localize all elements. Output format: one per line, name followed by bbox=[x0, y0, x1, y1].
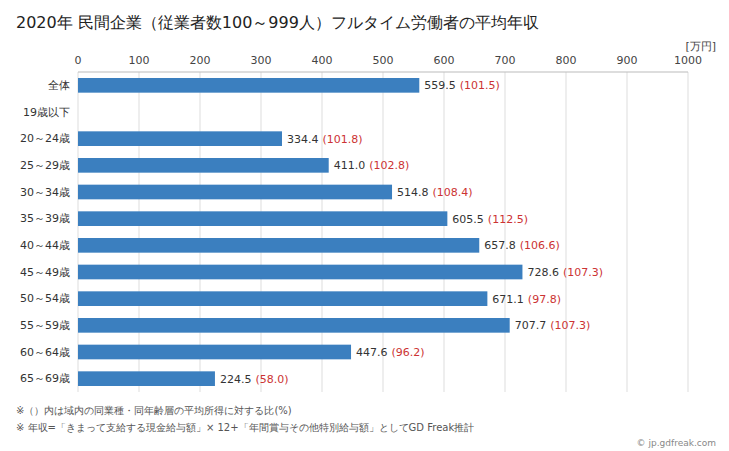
y-tick-label: 50～54歳 bbox=[20, 292, 70, 305]
y-tick-label: 40～44歳 bbox=[20, 239, 70, 252]
y-tick-label: 19歳以下 bbox=[23, 106, 70, 119]
grid-line bbox=[139, 72, 140, 392]
y-tick-label: 20～24歳 bbox=[20, 132, 70, 145]
bar bbox=[78, 238, 479, 253]
grid-line bbox=[688, 72, 689, 392]
grid-line bbox=[505, 72, 506, 392]
bar-label: 447.6 (96.2) bbox=[356, 346, 425, 359]
bar-label: 411.0(102.8) bbox=[334, 159, 410, 172]
chart: 2020年 民間企業（従業者数100～999人）フルタイム労働者の平均年収 [万円… bbox=[0, 0, 729, 451]
bar-label: 657.8 (106.6) bbox=[484, 239, 560, 252]
ratio-label: (97.8) bbox=[528, 292, 561, 305]
bar bbox=[78, 291, 487, 306]
ratio-label: (101.8) bbox=[322, 132, 362, 145]
value-label: 707.7 bbox=[515, 319, 547, 332]
note: ※ 年収=「きまって支給する現金給与額」× 12+「年間賞与その他特別給与額」と… bbox=[16, 422, 474, 433]
x-tick-label: 700 bbox=[495, 54, 516, 67]
bar-label: 224.5(58.0) bbox=[220, 372, 289, 385]
ratio-label: (58.0) bbox=[255, 372, 288, 385]
value-label: 334.4 bbox=[287, 132, 319, 145]
x-tick-label: 1000 bbox=[674, 54, 702, 67]
bar bbox=[78, 105, 79, 120]
value-label: 447.6 bbox=[356, 346, 388, 359]
value-label: 671.1 bbox=[492, 292, 523, 305]
value-label: 224.5 bbox=[220, 372, 252, 385]
background bbox=[0, 0, 729, 451]
grid-line bbox=[444, 72, 445, 392]
x-tick-label: 200 bbox=[190, 54, 211, 67]
bar-label: 514.8 (108.4) bbox=[397, 186, 473, 199]
value-label: 728.6 bbox=[527, 266, 559, 279]
grid-line bbox=[627, 72, 628, 392]
bar bbox=[78, 265, 522, 280]
x-tick-label: 400 bbox=[312, 54, 333, 67]
x-tick-label: 600 bbox=[434, 54, 455, 67]
bar bbox=[78, 158, 329, 173]
bar-label: 605.5 (112.5) bbox=[452, 212, 528, 225]
y-tick-label: 30～34歳 bbox=[20, 186, 70, 199]
ratio-label: (107.3) bbox=[550, 319, 590, 332]
x-tick-label: 300 bbox=[251, 54, 272, 67]
x-axis-line bbox=[78, 72, 688, 73]
grid-line bbox=[383, 72, 384, 392]
bar-label: 559.5 (101.5) bbox=[424, 79, 500, 92]
grid bbox=[78, 72, 688, 392]
ratio-label: (96.2) bbox=[392, 346, 425, 359]
watermark: © jp.gdfreak.com bbox=[637, 438, 716, 448]
bar bbox=[78, 131, 282, 146]
bar-label: 671.1 (97.8) bbox=[492, 292, 561, 305]
bar-label: 707.7(107.3) bbox=[515, 319, 591, 332]
x-tick-label: 800 bbox=[556, 54, 577, 67]
ratio-label: (108.4) bbox=[433, 186, 473, 199]
y-tick-label: 35～39歳 bbox=[20, 212, 70, 225]
axis-unit-label: [万円] bbox=[685, 40, 716, 53]
x-tick-label: 0 bbox=[75, 54, 82, 67]
grid-line bbox=[322, 72, 323, 392]
value-label: 657.8 bbox=[484, 239, 516, 252]
ratio-label: (112.5) bbox=[488, 212, 528, 225]
bar bbox=[78, 371, 215, 386]
bar bbox=[78, 318, 510, 333]
y-tick-label: 45～49歳 bbox=[20, 266, 70, 279]
title: 2020年 民間企業（従業者数100～999人）フルタイム労働者の平均年収 bbox=[16, 13, 539, 32]
x-tick-label: 900 bbox=[617, 54, 638, 67]
bar bbox=[78, 345, 351, 360]
ratio-label: (102.8) bbox=[369, 159, 409, 172]
ratio-label: (101.5) bbox=[460, 79, 500, 92]
ratio-label: (106.6) bbox=[520, 239, 560, 252]
data-labels: 559.5 (101.5) 334.4(101.8) 411.0(102.8) 514.… bbox=[220, 79, 603, 385]
x-tick-label: 100 bbox=[129, 54, 150, 67]
y-tick-label: 25～29歳 bbox=[20, 159, 70, 172]
y-tick-label: 60～64歳 bbox=[20, 346, 70, 359]
grid-line bbox=[566, 72, 567, 392]
y-tick-label: 55～59歳 bbox=[20, 319, 70, 332]
y-tick-label: 全体 bbox=[48, 79, 70, 92]
x-tick-label: 500 bbox=[373, 54, 394, 67]
bar-label: 334.4(101.8) bbox=[287, 132, 363, 145]
grid-line bbox=[261, 72, 262, 392]
grid-line bbox=[200, 72, 201, 392]
y-tick-label: 65～69歳 bbox=[20, 372, 70, 385]
value-label: 605.5 bbox=[452, 212, 484, 225]
bars bbox=[78, 78, 522, 386]
value-label: 411.0 bbox=[334, 159, 366, 172]
bar-label: 728.6 (107.3) bbox=[527, 266, 603, 279]
bar bbox=[78, 185, 392, 200]
note: ※（）内は域内の同業種・同年齢層の平均所得に対する比(%) bbox=[16, 405, 292, 416]
bar bbox=[78, 78, 419, 93]
value-label: 559.5 bbox=[424, 79, 456, 92]
value-label: 514.8 bbox=[397, 186, 429, 199]
ratio-label: (107.3) bbox=[563, 266, 603, 279]
grid-line bbox=[78, 72, 79, 392]
bar bbox=[78, 211, 447, 226]
